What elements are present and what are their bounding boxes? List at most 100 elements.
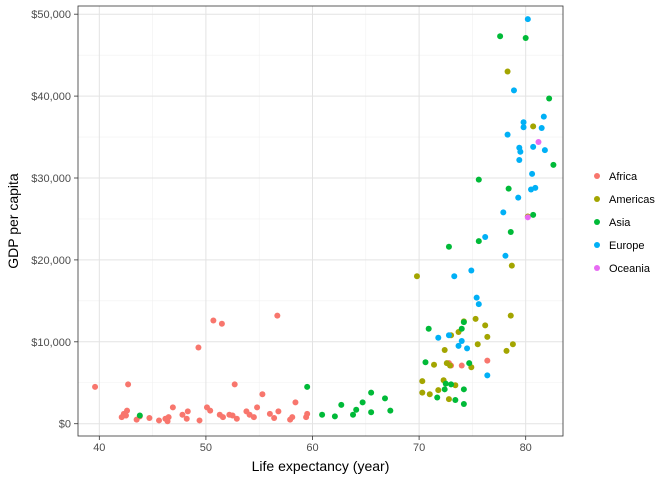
data-point-asia: [522, 34, 529, 41]
legend-label-europe: Europe: [609, 240, 644, 252]
data-point-americas: [472, 315, 479, 322]
data-point-africa: [92, 383, 99, 390]
data-point-asia: [460, 386, 467, 393]
data-point-oceania: [524, 214, 531, 221]
x-tick-label: 60: [306, 442, 318, 454]
data-point-europe: [435, 334, 442, 341]
data-point-americas: [441, 347, 448, 353]
data-point-asia: [448, 381, 455, 388]
data-point-europe: [455, 342, 462, 349]
y-tick-label: $50,000: [31, 9, 71, 21]
legend-swatch-asia: [594, 219, 600, 225]
y-tick-label: $0: [59, 419, 71, 431]
data-point-africa: [229, 412, 236, 419]
data-point-americas: [474, 341, 481, 348]
legend-swatch-americas: [594, 196, 600, 202]
panel-border: [77, 5, 564, 437]
data-point-asia: [507, 229, 514, 236]
data-point-asia: [458, 325, 465, 332]
data-point-asia: [368, 409, 375, 416]
data-point-asia: [338, 401, 345, 408]
data-point-europe: [445, 332, 452, 339]
data-point-europe: [473, 294, 480, 301]
data-point-asia: [304, 383, 311, 390]
data-point-europe: [516, 156, 523, 163]
data-point-europe: [517, 148, 524, 155]
data-point-americas: [419, 389, 426, 396]
legend: Africa Americas Asia Europe Oceania: [594, 171, 655, 275]
data-point-africa: [271, 414, 278, 421]
x-tick-label: 70: [413, 442, 425, 454]
data-point-asia: [350, 411, 357, 418]
data-point-europe: [464, 345, 471, 352]
data-point-asia: [319, 411, 326, 418]
data-point-africa: [275, 408, 282, 415]
data-point-europe: [510, 87, 517, 94]
data-point-asia: [422, 359, 429, 366]
data-point-africa: [289, 414, 296, 421]
data-point-americas: [503, 347, 510, 354]
y-tick-label: $10,000: [31, 337, 71, 349]
data-point-europe: [541, 147, 548, 154]
data-point-americas: [445, 396, 452, 403]
data-point-asia: [442, 380, 449, 387]
data-point-asia: [475, 238, 482, 245]
legend-label-africa: Africa: [609, 171, 638, 183]
data-point-europe: [500, 209, 507, 216]
data-point-asia: [475, 176, 482, 183]
data-point-americas: [419, 378, 426, 385]
data-point-europe: [530, 143, 537, 150]
legend-swatch-oceania: [594, 265, 600, 271]
data-point-africa: [231, 381, 238, 388]
data-point-asia: [368, 389, 375, 396]
x-tick-label: 50: [200, 442, 212, 454]
data-point-africa: [183, 415, 190, 422]
data-point-americas: [426, 391, 433, 398]
data-point-europe: [515, 194, 522, 201]
data-point-africa: [195, 344, 202, 351]
data-point-asia: [452, 396, 459, 403]
y-axis-title: GDP per capita: [5, 173, 21, 269]
data-point-europe: [475, 301, 482, 308]
data-point-africa: [207, 407, 214, 414]
data-point-africa: [169, 404, 176, 411]
data-points: [92, 16, 557, 425]
data-point-europe: [529, 170, 536, 177]
data-point-americas: [504, 68, 511, 75]
data-point-africa: [125, 381, 132, 388]
data-point-asia: [445, 243, 452, 250]
data-point-africa: [196, 417, 203, 424]
data-point-europe: [532, 184, 539, 191]
data-point-americas: [447, 362, 454, 369]
data-point-africa: [266, 410, 273, 417]
data-point-asia: [381, 395, 388, 402]
data-point-asia: [505, 185, 512, 192]
y-tick-label: $40,000: [31, 91, 71, 103]
data-point-americas: [508, 262, 515, 269]
y-tick-label: $20,000: [31, 255, 71, 267]
gridlines: [78, 6, 563, 436]
legend-swatch-africa: [594, 173, 600, 179]
data-point-asia: [434, 394, 441, 401]
y-axis-ticks: $0 $10,000 $20,000 $30,000 $40,000 $50,000: [31, 9, 78, 431]
data-point-africa: [304, 410, 311, 417]
data-point-africa: [484, 357, 491, 364]
data-point-asia: [460, 319, 467, 326]
data-point-europe: [520, 119, 527, 126]
data-point-africa: [218, 320, 225, 327]
data-point-americas: [530, 123, 537, 130]
data-point-europe: [482, 233, 489, 240]
y-tick-label: $30,000: [31, 173, 71, 185]
data-point-africa: [458, 362, 465, 369]
data-point-americas: [435, 387, 442, 394]
data-point-africa: [250, 414, 257, 421]
data-point-africa: [210, 317, 217, 324]
legend-swatch-europe: [594, 242, 600, 248]
data-point-europe: [484, 372, 491, 379]
x-tick-label: 40: [93, 442, 105, 454]
data-point-asia: [387, 407, 394, 414]
data-point-asia: [331, 413, 338, 420]
data-point-asia: [353, 406, 360, 413]
data-point-europe: [468, 267, 475, 274]
data-point-africa: [146, 414, 153, 421]
